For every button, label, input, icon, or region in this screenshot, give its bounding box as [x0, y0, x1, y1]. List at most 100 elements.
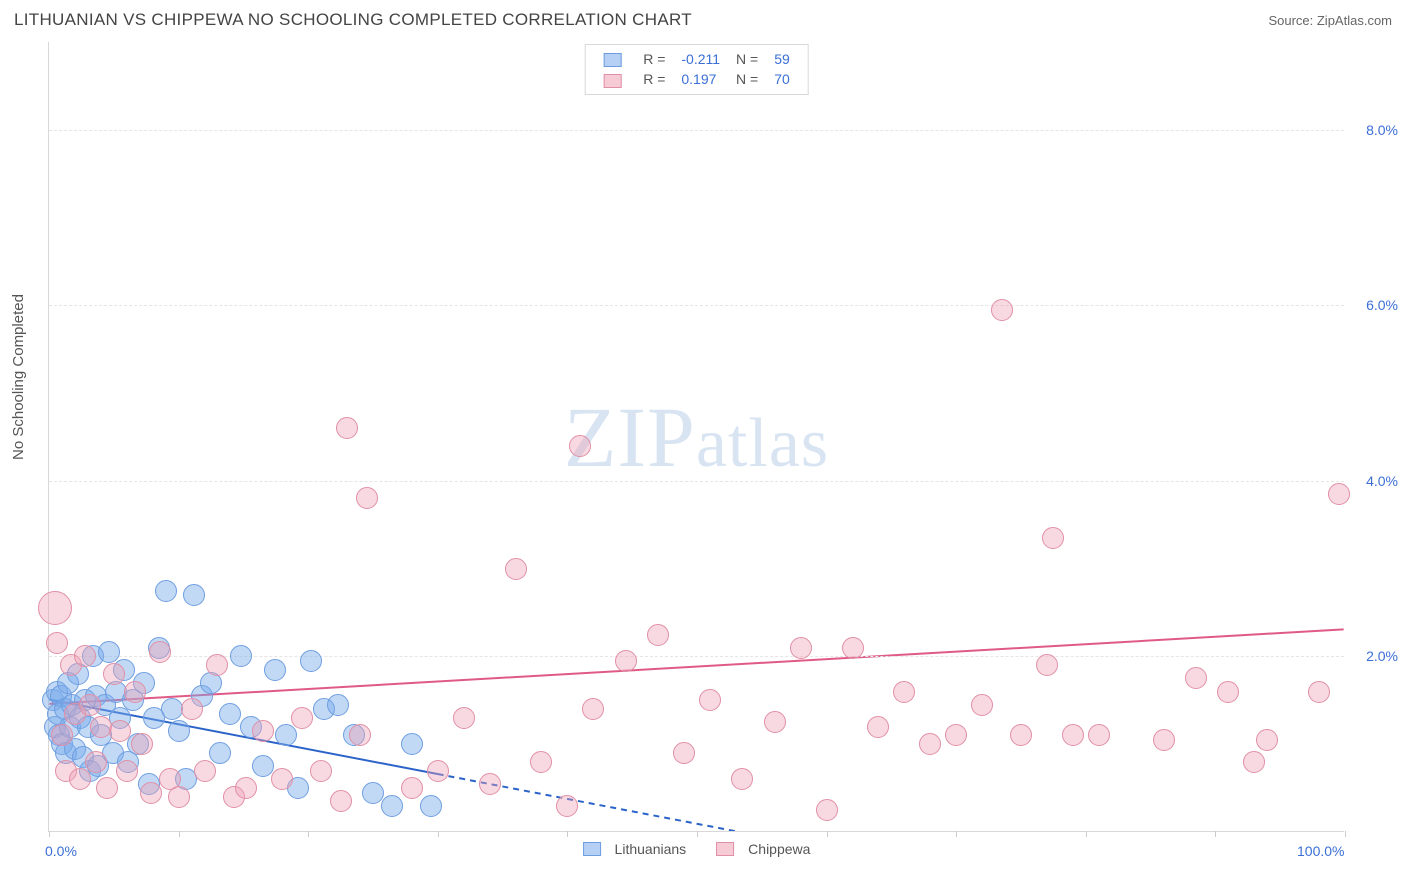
data-point [1256, 729, 1278, 751]
data-point [168, 720, 190, 742]
xtick [308, 831, 309, 837]
data-point [764, 711, 786, 733]
data-point [1308, 681, 1330, 703]
data-point [647, 624, 669, 646]
data-point [300, 650, 322, 672]
data-point [116, 760, 138, 782]
data-point [310, 760, 332, 782]
data-point [98, 641, 120, 663]
legend-series: Lithuanians Chippewa [583, 841, 811, 857]
data-point [427, 760, 449, 782]
data-point [816, 799, 838, 821]
data-point [699, 689, 721, 711]
data-point [1217, 681, 1239, 703]
data-point [90, 716, 112, 738]
regression-lines [49, 42, 1344, 831]
data-point [219, 703, 241, 725]
data-point [842, 637, 864, 659]
legend-item-lithuanians: Lithuanians [583, 841, 687, 857]
data-point [183, 584, 205, 606]
legend-n-label-1: N = [728, 69, 766, 89]
ytick-label: 2.0% [1366, 648, 1398, 664]
data-point [479, 773, 501, 795]
y-axis-label: No Schooling Completed [10, 294, 27, 460]
data-point [264, 659, 286, 681]
xtick [1086, 831, 1087, 837]
data-point [362, 782, 384, 804]
data-point [453, 707, 475, 729]
legend-label-1: Chippewa [748, 841, 810, 857]
swatch-icon [583, 842, 601, 856]
xtick-label: 100.0% [1297, 843, 1344, 859]
data-point [79, 694, 101, 716]
data-point [420, 795, 442, 817]
legend-item-chippewa: Chippewa [716, 841, 810, 857]
ytick-label: 6.0% [1366, 297, 1398, 313]
data-point [149, 641, 171, 663]
data-point [194, 760, 216, 782]
legend-label-0: Lithuanians [615, 841, 687, 857]
xtick [179, 831, 180, 837]
xtick [1215, 831, 1216, 837]
data-point [556, 795, 578, 817]
data-point [74, 645, 96, 667]
data-point [505, 558, 527, 580]
data-point [1088, 724, 1110, 746]
legend-n-label-0: N = [728, 49, 766, 69]
data-point [103, 663, 125, 685]
data-point [291, 707, 313, 729]
data-point [615, 650, 637, 672]
xtick [567, 831, 568, 837]
data-point [181, 698, 203, 720]
data-point [131, 733, 153, 755]
data-point [271, 768, 293, 790]
legend-swatch-lithuanians [603, 53, 621, 67]
scatter-plot: ZIPatlas R = -0.211 N = 59 R = 0.197 N =… [48, 42, 1344, 832]
data-point [893, 681, 915, 703]
xtick-label: 0.0% [45, 843, 77, 859]
data-point [401, 733, 423, 755]
data-point [330, 790, 352, 812]
data-point [275, 724, 297, 746]
data-point [124, 681, 146, 703]
watermark-b: atlas [696, 405, 829, 482]
gridline-h [49, 305, 1344, 306]
data-point [582, 698, 604, 720]
data-point [46, 632, 68, 654]
data-point [51, 724, 73, 746]
gridline-h [49, 481, 1344, 482]
chart-title: LITHUANIAN VS CHIPPEWA NO SCHOOLING COMP… [14, 10, 692, 30]
data-point [673, 742, 695, 764]
gridline-h [49, 130, 1344, 131]
data-point [96, 777, 118, 799]
legend-r-value-0: -0.211 [673, 49, 728, 69]
data-point [38, 591, 72, 625]
data-point [1036, 654, 1058, 676]
xtick [697, 831, 698, 837]
data-point [971, 694, 993, 716]
legend-r-value-1: 0.197 [673, 69, 728, 89]
data-point [109, 720, 131, 742]
data-point [919, 733, 941, 755]
data-point [235, 777, 257, 799]
data-point [252, 755, 274, 777]
data-point [867, 716, 889, 738]
legend-swatch-chippewa [603, 74, 621, 88]
data-point [945, 724, 967, 746]
ytick-label: 8.0% [1366, 122, 1398, 138]
data-point [1185, 667, 1207, 689]
chart-source: Source: ZipAtlas.com [1268, 13, 1392, 28]
data-point [168, 786, 190, 808]
data-point [1062, 724, 1084, 746]
data-point [349, 724, 371, 746]
legend-r-label-0: R = [635, 49, 673, 69]
data-point [252, 720, 274, 742]
data-point [327, 694, 349, 716]
swatch-icon [716, 842, 734, 856]
xtick [438, 831, 439, 837]
legend-stats: R = -0.211 N = 59 R = 0.197 N = 70 [584, 44, 809, 95]
data-point [381, 795, 403, 817]
data-point [230, 645, 252, 667]
xtick [827, 831, 828, 837]
data-point [991, 299, 1013, 321]
